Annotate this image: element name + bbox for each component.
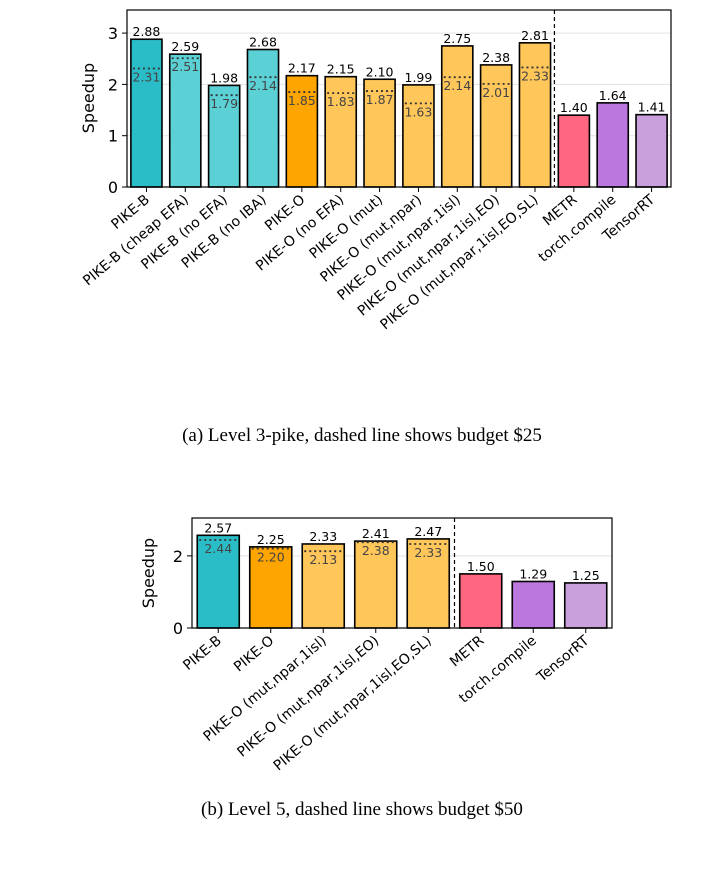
- budget-label: 2.33: [521, 68, 549, 83]
- budget-label: 1.87: [366, 92, 394, 107]
- y-tick-label: 2: [108, 75, 118, 94]
- budget-label: 1.63: [405, 104, 433, 119]
- y-axis-label: Speedup: [139, 538, 158, 608]
- y-tick-label: 0: [173, 619, 183, 638]
- value-label: 2.68: [249, 35, 277, 50]
- budget-label: 2.38: [362, 543, 390, 558]
- value-label: 1.41: [638, 100, 666, 115]
- budget-label: 2.33: [414, 545, 442, 560]
- value-label: 2.47: [414, 524, 442, 539]
- value-label: 1.29: [519, 566, 547, 581]
- budget-label: 2.31: [133, 69, 161, 84]
- value-label: 2.81: [521, 28, 549, 43]
- y-tick-label: 2: [173, 547, 183, 566]
- y-tick-label: 0: [108, 178, 118, 197]
- x-tick-label: TensorRT: [533, 633, 592, 686]
- value-label: 1.98: [210, 70, 238, 85]
- bar: [557, 114, 591, 188]
- bar: [207, 84, 241, 188]
- y-tick-label: 3: [108, 24, 118, 43]
- budget-label: 1.79: [210, 96, 238, 111]
- value-label: 2.15: [327, 62, 355, 77]
- axes-frame: [191, 517, 613, 629]
- budget-label: 1.83: [327, 94, 355, 109]
- value-label: 2.41: [362, 526, 390, 541]
- x-tick-label: PIKE-B: [180, 633, 225, 674]
- bar: [406, 538, 451, 629]
- value-label: 2.57: [204, 520, 232, 535]
- budget-label: 2.14: [443, 78, 471, 93]
- value-label: 2.88: [133, 24, 161, 39]
- y-axis-label: Speedup: [79, 63, 98, 133]
- x-tick-label: PIKE-O: [231, 633, 277, 676]
- budget-label: 2.44: [204, 541, 232, 556]
- bar: [168, 53, 202, 188]
- bar: [130, 38, 163, 188]
- budget-label: 2.20: [257, 550, 285, 565]
- caption: (a) Level 3-pike, dashed line shows budg…: [182, 425, 542, 446]
- bar: [246, 48, 280, 188]
- bar: [563, 582, 608, 629]
- budget-label: 1.85: [288, 93, 316, 108]
- bar: [635, 113, 668, 188]
- value-label: 2.38: [482, 50, 510, 65]
- budget-label: 2.13: [309, 552, 337, 567]
- axes-frame: [126, 9, 672, 188]
- budget-label: 2.14: [249, 78, 277, 93]
- budget-label: 2.51: [171, 59, 199, 74]
- value-label: 1.64: [599, 88, 627, 103]
- bar: [511, 580, 556, 629]
- budget-label: 2.01: [482, 85, 510, 100]
- bar: [479, 64, 513, 188]
- bar: [440, 45, 474, 188]
- value-label: 2.75: [443, 31, 471, 46]
- bar: [353, 540, 398, 629]
- chart-panel-0: 0123Speedup2.882.31PIKE-B2.592.51PIKE-B …: [79, 9, 672, 446]
- y-tick-label: 1: [108, 127, 118, 146]
- value-label: 1.25: [572, 568, 600, 583]
- value-label: 2.33: [309, 529, 337, 544]
- value-label: 1.40: [560, 100, 588, 115]
- caption: (b) Level 5, dashed line shows budget $5…: [201, 799, 523, 820]
- bar: [301, 543, 346, 629]
- value-label: 1.50: [467, 559, 495, 574]
- bar: [363, 78, 396, 188]
- bar: [196, 534, 241, 629]
- value-label: 2.17: [288, 61, 316, 76]
- bar: [458, 573, 503, 629]
- bar: [402, 84, 435, 188]
- bar: [518, 42, 552, 188]
- bar: [285, 74, 319, 188]
- value-label: 1.99: [405, 70, 433, 85]
- bar: [596, 102, 630, 188]
- bar: [324, 75, 358, 188]
- value-label: 2.25: [257, 532, 285, 547]
- bar: [248, 546, 293, 629]
- value-label: 2.10: [366, 64, 394, 79]
- value-label: 2.59: [171, 39, 199, 54]
- chart-panel-1: 0 2 Speedup 2.57 2.44 PIKE-B 2.25 2.20 PIKE-O 2.3…: [139, 517, 613, 820]
- x-tick-label: METR: [447, 633, 488, 671]
